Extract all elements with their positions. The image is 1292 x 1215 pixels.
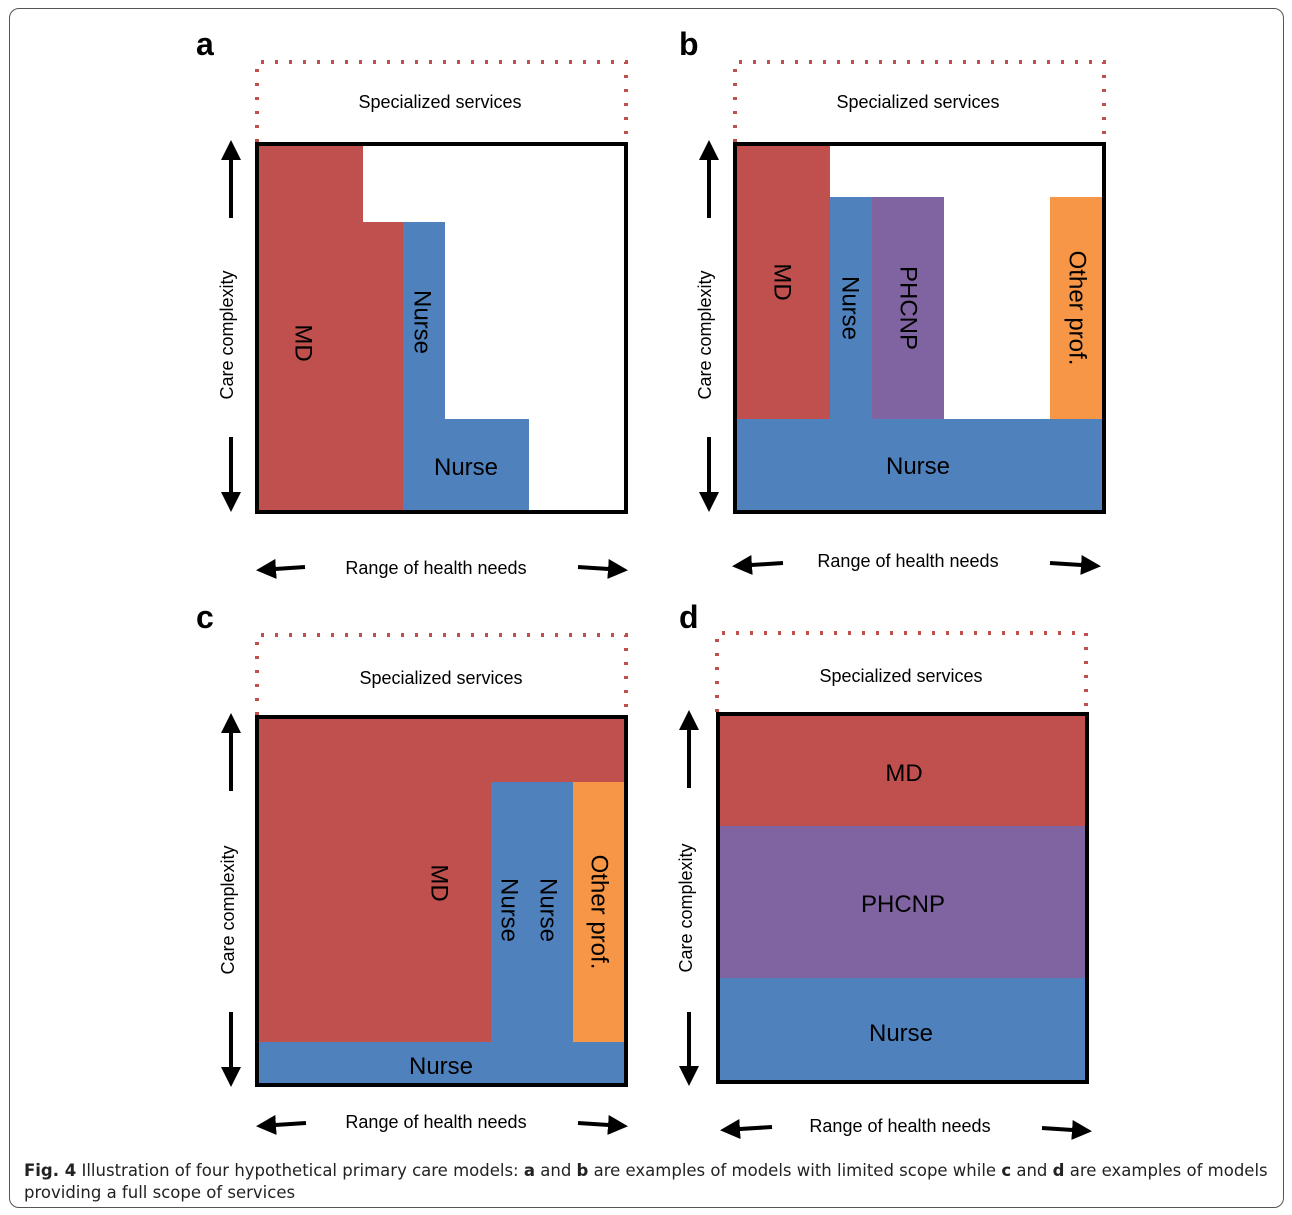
- caption-text: and: [1011, 1161, 1053, 1180]
- panel-a: a Specialized services MD Nurse Nurse Ca…: [196, 26, 628, 579]
- md-block: [363, 222, 403, 510]
- panel-c: c Specialized services MD Nurse Nurse Ot…: [196, 599, 628, 1135]
- md-label: MD: [769, 263, 796, 300]
- panel-d: d Specialized services MD PHCNP Nurse Ca…: [676, 599, 1092, 1140]
- nurse-label: Nurse: [886, 453, 950, 480]
- chart-area: [255, 142, 628, 514]
- nurse-label: Nurse: [837, 276, 864, 340]
- x-axis-label: Range of health needs: [809, 1116, 990, 1136]
- md-block: [720, 716, 1085, 826]
- other-prof-block: [573, 782, 624, 1042]
- chart-area: [255, 715, 628, 1087]
- nurse-label: Nurse: [535, 878, 562, 942]
- caption-panel-ref: b: [576, 1161, 589, 1180]
- panel-b: b Specialized services MD Nurse PHCNP Ot…: [679, 26, 1106, 575]
- nurse-label: Nurse: [409, 1053, 473, 1080]
- caption-panel-ref: c: [1001, 1161, 1012, 1180]
- specialized-services-label: Specialized services: [836, 92, 999, 112]
- right-arrow-icon: [1041, 1119, 1092, 1140]
- caption-panel-ref: d: [1052, 1161, 1065, 1180]
- panel-letter: d: [679, 599, 699, 635]
- caption-text: Illustration of four hypothetical primar…: [76, 1161, 524, 1180]
- chart-area: [716, 712, 1089, 1084]
- caption-text: are examples of models providing a full …: [24, 1161, 1268, 1202]
- md-label: MD: [885, 760, 922, 787]
- other-prof-label: Other prof.: [1064, 251, 1091, 366]
- nurse-block: [720, 978, 1085, 1080]
- right-arrow-icon: [577, 558, 628, 579]
- md-block: [259, 146, 363, 510]
- chart-area: [733, 142, 1106, 514]
- phcnp-block: [872, 197, 944, 419]
- other-prof-block: [1050, 197, 1102, 419]
- caption-text: and: [535, 1161, 577, 1180]
- figure-frame: [9, 8, 1284, 1208]
- nurse-block: [830, 197, 872, 419]
- y-axis-label: Care complexity: [217, 270, 237, 399]
- nurse-label: Nurse: [869, 1020, 933, 1047]
- nurse-block: [737, 419, 1102, 510]
- other-prof-label: Other prof.: [586, 855, 613, 970]
- phcnp-label: PHCNP: [895, 266, 922, 350]
- x-axis-label: Range of health needs: [817, 551, 998, 571]
- specialized-services-label: Specialized services: [819, 666, 982, 686]
- y-axis-label: Care complexity: [218, 845, 238, 974]
- left-arrow-icon: [732, 555, 784, 575]
- figure-caption: Fig. 4 Illustration of four hypothetical…: [24, 1160, 1272, 1204]
- panel-letter: c: [196, 599, 214, 635]
- nurse-label: Nurse: [496, 878, 523, 942]
- right-arrow-icon: [1049, 555, 1101, 575]
- figure-number: Fig. 4: [24, 1161, 77, 1180]
- nurse-block: [445, 419, 529, 510]
- caption-text: are examples of models with limited scop…: [588, 1161, 1002, 1180]
- nurse-label: Nurse: [409, 290, 436, 354]
- panel-letter: b: [679, 26, 699, 62]
- x-axis-label: Range of health needs: [345, 1112, 526, 1132]
- right-arrow-icon: [577, 1114, 628, 1135]
- nurse-block: [491, 782, 573, 1042]
- panel-letter: a: [196, 26, 214, 62]
- nurse-block: [259, 1042, 624, 1083]
- caption-panel-ref: a: [523, 1161, 535, 1180]
- x-axis-label: Range of health needs: [345, 558, 526, 578]
- left-arrow-icon: [256, 1114, 307, 1135]
- nurse-block: [403, 222, 445, 510]
- y-axis-label: Care complexity: [695, 270, 715, 399]
- md-block: [737, 146, 830, 419]
- specialized-services-label: Specialized services: [358, 92, 521, 112]
- left-arrow-icon: [720, 1119, 773, 1139]
- phcnp-block: [720, 826, 1085, 978]
- y-axis-label: Care complexity: [676, 843, 696, 972]
- md-label: MD: [290, 324, 317, 361]
- md-label: MD: [426, 864, 453, 901]
- specialized-services-label: Specialized services: [359, 668, 522, 688]
- nurse-label: Nurse: [434, 454, 498, 481]
- left-arrow-icon: [256, 558, 306, 579]
- phcnp-label: PHCNP: [861, 891, 945, 918]
